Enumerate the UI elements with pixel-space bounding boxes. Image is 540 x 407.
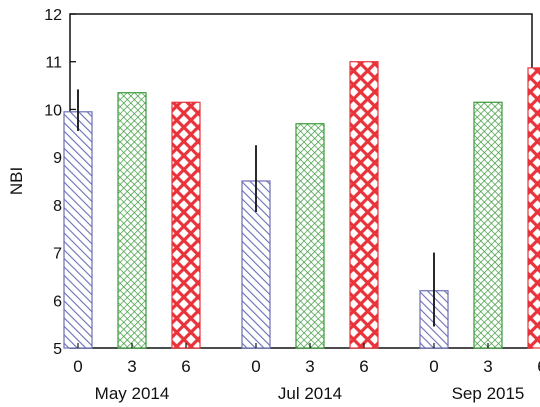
group-label: May 2014 [95,384,170,403]
bar [295,123,325,349]
x-tick-label: 6 [181,357,190,376]
x-tick-label: 0 [429,357,438,376]
x-tick-label: 3 [483,357,492,376]
bar [117,92,147,349]
group-labels: May 2014 Jul 2014 Sep 2015 [95,384,525,403]
error-bars [77,89,435,327]
y-tick-label: 11 [45,55,62,72]
x-axis: 0 3 6 0 3 6 0 3 6 [73,343,540,376]
x-tick-label: 6 [359,357,368,376]
y-tick-label: 6 [53,293,62,310]
x-tick-label: 3 [127,357,136,376]
y-tick-label: 8 [53,198,62,215]
bar [63,111,93,349]
y-tick-label: 9 [53,150,62,167]
y-tick-label: 5 [53,341,62,358]
y-axis: 5 6 7 8 9 10 11 12 [44,7,76,358]
y-tick-label: 12 [44,7,62,24]
bar [527,67,540,349]
group-label: Jul 2014 [278,384,342,403]
bars [63,61,540,349]
x-tick-label: 6 [537,357,540,376]
y-axis-label: NBI [7,167,26,195]
x-tick-label: 0 [251,357,260,376]
bar [349,61,379,349]
x-tick-label: 0 [73,357,82,376]
group-label: Sep 2015 [452,384,525,403]
y-tick-label: 7 [53,246,62,263]
bar [473,101,503,349]
y-tick-label: 10 [44,102,62,119]
x-tick-label: 3 [305,357,314,376]
bar [171,101,201,349]
